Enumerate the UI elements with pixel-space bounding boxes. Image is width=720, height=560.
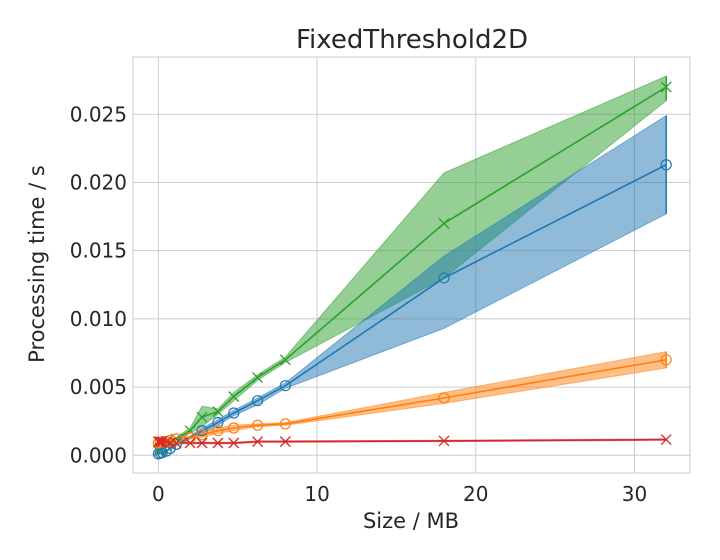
y-axis-ticks: 0.000 0.005 0.010 0.015 0.020 0.025 — [70, 102, 127, 467]
series-2-point — [212, 425, 224, 437]
x-axis-label: Size / MB — [363, 509, 459, 533]
series-1-point — [228, 407, 240, 419]
y-tick-label: 0.005 — [70, 375, 127, 399]
x-tick-label: 30 — [622, 482, 647, 506]
series-3-point — [279, 354, 291, 366]
series-3-point — [228, 391, 240, 403]
series-2-point — [156, 436, 168, 448]
series-2-point — [660, 354, 672, 366]
series-4-point — [152, 436, 164, 448]
x-tick-label: 0 — [152, 482, 165, 506]
series-2-point — [438, 392, 450, 404]
series-4-point — [184, 437, 196, 449]
series-2-point — [279, 418, 291, 430]
y-tick-label: 0.015 — [70, 239, 127, 263]
y-tick-label: 0.000 — [70, 443, 127, 467]
series-1-point — [251, 395, 264, 407]
series-4-point — [660, 434, 672, 446]
series-4-point — [160, 436, 172, 448]
series-markers — [152, 81, 672, 460]
series-1-point — [279, 380, 291, 392]
x-tick-label: 10 — [304, 482, 329, 506]
series-1-point — [438, 272, 450, 284]
y-tick-label: 0.010 — [70, 307, 127, 331]
x-tick-label: 20 — [463, 482, 488, 506]
plot-area — [132, 56, 691, 474]
series-4-point — [170, 437, 182, 449]
series-1-point — [196, 425, 208, 437]
x-axis-ticks: 0 10 20 30 — [152, 482, 647, 506]
series-3-point — [660, 81, 672, 93]
series-3-point — [212, 406, 224, 418]
series-4-point — [228, 437, 240, 449]
y-tick-label: 0.025 — [70, 102, 127, 126]
series-3-point — [438, 217, 450, 229]
series-4-point — [252, 436, 264, 448]
series-2-point — [196, 429, 208, 441]
series-1-point — [212, 416, 224, 429]
plot-frame — [132, 56, 691, 474]
chart-title: FixedThreshold2D — [296, 25, 528, 55]
series-1-point — [660, 159, 672, 171]
series-2-point — [251, 419, 264, 431]
series-3-point — [196, 411, 208, 423]
series-4-point — [438, 435, 450, 447]
series-3-point — [252, 372, 264, 383]
series-4-point — [212, 437, 224, 449]
y-tick-label: 0.020 — [70, 170, 127, 194]
series-2-point — [228, 422, 240, 434]
y-axis-label: Processing time / s — [25, 165, 49, 363]
series-4-point — [279, 436, 291, 448]
series-4-point — [196, 437, 208, 449]
